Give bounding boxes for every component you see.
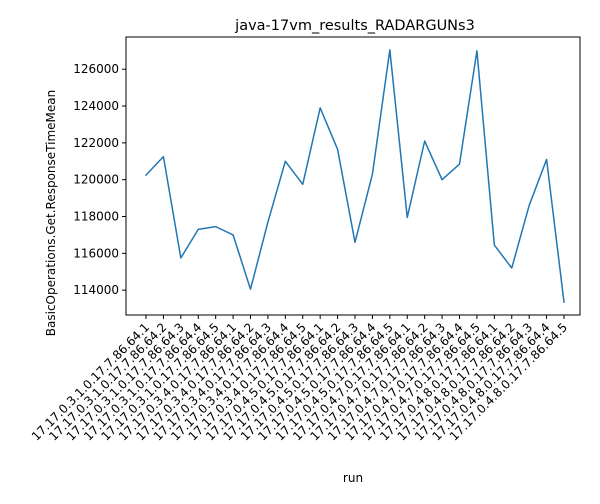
y-tick-label: 126000 [73,62,119,76]
series-layer [146,50,564,302]
y-tick-label: 118000 [73,210,119,224]
plot-area [126,37,580,315]
y-tick-label: 116000 [73,246,119,260]
plot-frame [126,37,580,315]
y-tick-label: 122000 [73,136,119,150]
series-line [146,50,564,302]
y-tick-label: 120000 [73,173,119,187]
x-axis-label: run [343,471,363,485]
y-tick-label: 114000 [73,283,119,297]
y-axis-label: BasicOperations.Get.ResponseTimeMean [44,90,58,336]
x-axis-ticks: 17.17.0.3.1.0.17.7.86.64.117.17.0.3.1.0.… [29,315,570,443]
y-axis-ticks: 114000 116000 118000 120000 122000 124000 1260… [73,62,126,297]
y-tick-label: 124000 [73,99,119,113]
chart-title: java-17vm_results_RADARGUNs3 [234,18,475,34]
